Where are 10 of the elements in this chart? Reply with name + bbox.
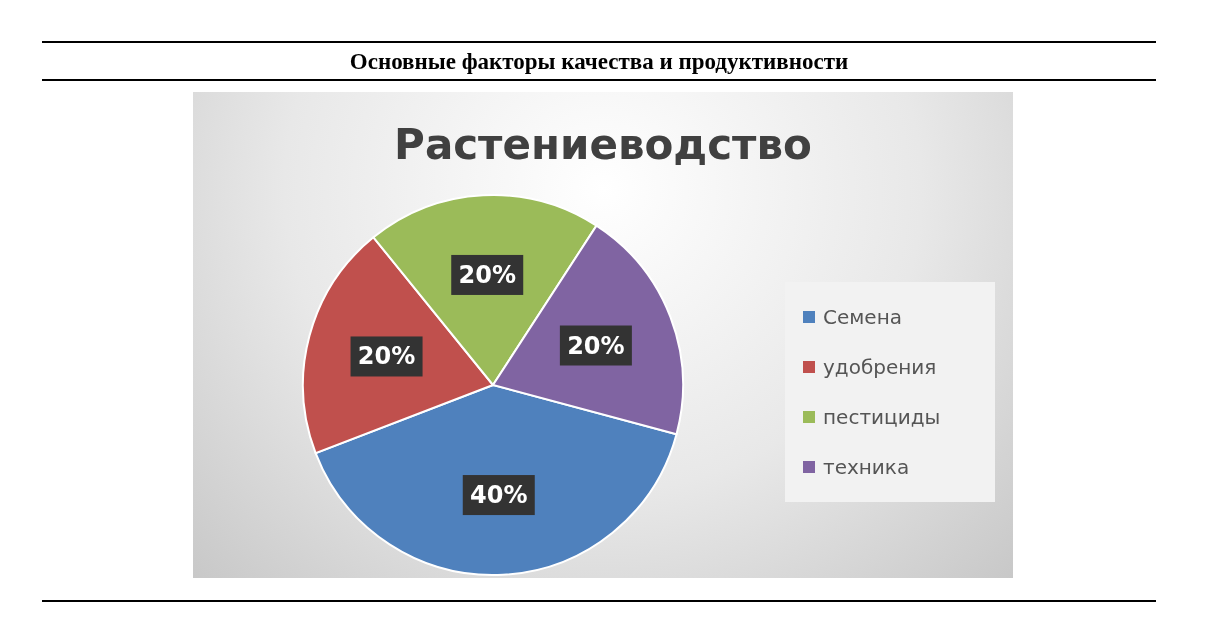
data-label: 20% <box>357 342 416 371</box>
legend-label: пестициды <box>823 405 941 429</box>
legend-label: удобрения <box>823 355 937 379</box>
data-label: 20% <box>458 260 516 289</box>
legend-label: техника <box>823 455 910 479</box>
data-label: 40% <box>470 481 528 510</box>
data-label: 20% <box>567 331 625 360</box>
legend-label: Семена <box>823 305 902 329</box>
chart-title: Основные факторы качества и продуктивности <box>42 41 1156 81</box>
chart-subtitle: Растениеводство <box>393 120 813 169</box>
